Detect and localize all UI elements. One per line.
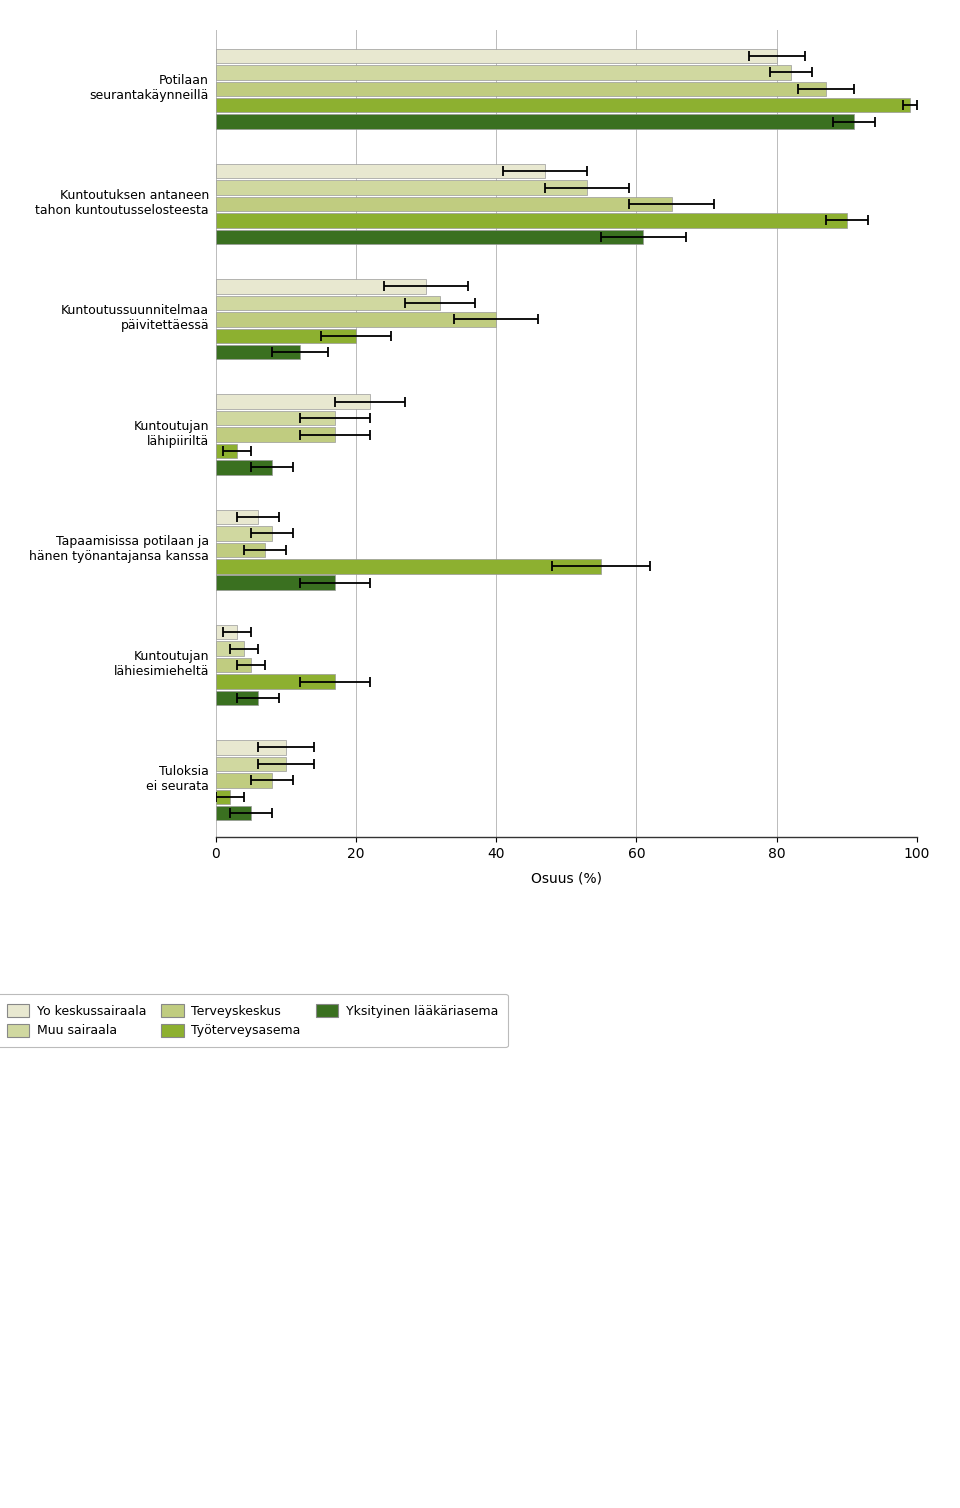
Bar: [216, 460, 272, 475]
Bar: [216, 196, 672, 211]
Bar: [216, 329, 356, 342]
X-axis label: Osuus (%): Osuus (%): [531, 872, 602, 885]
Bar: [216, 774, 272, 787]
Legend: Yo keskussairaala, Muu sairaala, Terveyskeskus, Työterveysasema, Yksityinen lääk: Yo keskussairaala, Muu sairaala, Terveys…: [0, 994, 508, 1048]
Bar: [216, 576, 335, 590]
Bar: [216, 312, 496, 327]
Bar: [216, 98, 910, 113]
Bar: [216, 115, 853, 130]
Bar: [216, 559, 601, 573]
Bar: [216, 181, 588, 195]
Bar: [216, 805, 252, 820]
Bar: [216, 65, 791, 80]
Bar: [216, 526, 272, 540]
Bar: [216, 624, 237, 639]
Bar: [216, 674, 335, 689]
Bar: [216, 48, 777, 63]
Bar: [216, 510, 258, 525]
Bar: [216, 395, 371, 409]
Bar: [216, 691, 258, 706]
Bar: [216, 410, 335, 425]
Bar: [216, 757, 286, 771]
Bar: [216, 657, 252, 673]
Bar: [216, 427, 335, 442]
Bar: [216, 279, 426, 294]
Bar: [216, 164, 545, 178]
Bar: [216, 790, 230, 804]
Bar: [216, 740, 286, 754]
Bar: [216, 641, 244, 656]
Bar: [216, 443, 237, 458]
Bar: [216, 213, 847, 228]
Bar: [216, 345, 300, 359]
Bar: [216, 229, 643, 244]
Bar: [216, 81, 826, 97]
Bar: [216, 296, 441, 311]
Bar: [216, 543, 265, 556]
